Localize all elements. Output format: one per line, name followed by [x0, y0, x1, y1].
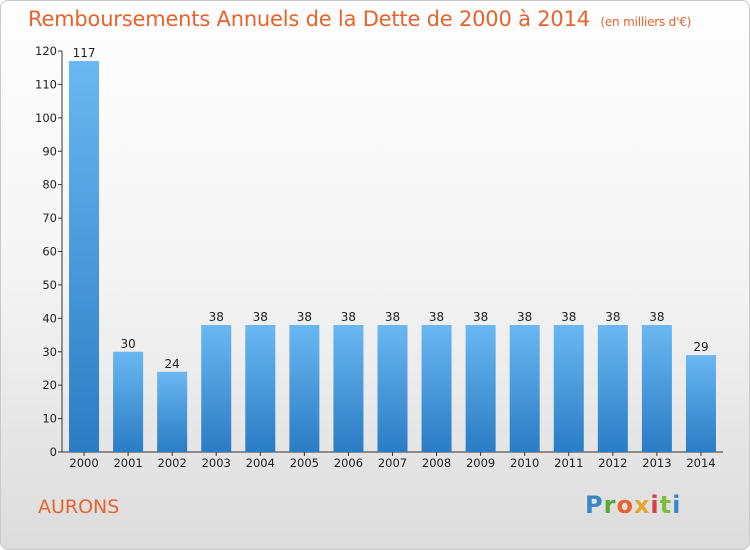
bar-value-label: 38	[561, 310, 576, 324]
bar-value-label: 38	[649, 310, 664, 324]
y-tick-label: 30	[42, 345, 57, 359]
bar-value-label: 24	[165, 357, 180, 371]
x-tick-label: 2007	[378, 456, 407, 470]
x-tick-label: 2002	[158, 456, 187, 470]
y-tick-label: 10	[42, 412, 57, 426]
y-tick-label: 60	[42, 245, 57, 259]
bar	[245, 325, 276, 452]
bar	[597, 325, 628, 452]
bar-value-label: 38	[429, 310, 444, 324]
x-tick-label: 2001	[113, 456, 142, 470]
chart-title-text: Remboursements Annuels de la Dette de 20…	[28, 7, 590, 31]
y-tick-label: 0	[50, 445, 57, 459]
proxiti-logo: Proxiti	[585, 491, 681, 519]
bar	[157, 371, 188, 452]
x-tick-label: 2011	[554, 456, 583, 470]
bar	[685, 355, 716, 452]
bar	[69, 61, 100, 453]
x-tick-label: 2008	[422, 456, 451, 470]
y-tick-label: 40	[42, 311, 57, 325]
bar-value-label: 117	[73, 46, 96, 60]
bar	[641, 325, 672, 452]
bar	[201, 325, 232, 452]
x-tick-label: 2003	[202, 456, 231, 470]
x-tick-label: 2006	[334, 456, 363, 470]
commune-name: AURONS	[38, 496, 120, 518]
logo-letter: P	[585, 491, 604, 519]
bar	[465, 325, 496, 452]
bar-value-label: 38	[473, 310, 488, 324]
bar	[113, 351, 144, 452]
bar	[289, 325, 320, 452]
logo-letter: t	[659, 491, 673, 519]
logo-letter: i	[672, 491, 682, 519]
bar-value-label: 38	[253, 310, 268, 324]
logo-letter: x	[633, 491, 651, 519]
x-tick-label: 2000	[69, 456, 98, 470]
x-tick-label: 2009	[466, 456, 495, 470]
bar	[509, 325, 540, 452]
bar-value-label: 29	[693, 340, 708, 354]
bar-value-label: 38	[385, 310, 400, 324]
bar-value-label: 30	[120, 337, 135, 351]
x-tick-label: 2010	[510, 456, 539, 470]
x-tick-label: 2014	[686, 456, 715, 470]
x-tick-label: 2013	[642, 456, 671, 470]
y-tick-label: 100	[35, 111, 57, 125]
logo-letter: i	[650, 491, 660, 519]
x-tick-label: 2005	[290, 456, 319, 470]
y-tick-label: 80	[42, 178, 57, 192]
y-tick-label: 110	[35, 77, 57, 91]
bar	[553, 325, 584, 452]
bar-value-label: 38	[341, 310, 356, 324]
y-tick-label: 70	[42, 211, 57, 225]
chart-title: Remboursements Annuels de la Dette de 20…	[28, 7, 691, 31]
x-tick-label: 2004	[246, 456, 275, 470]
bar	[421, 325, 452, 452]
y-tick-label: 90	[42, 144, 57, 158]
bar	[377, 325, 408, 452]
bar-value-label: 38	[605, 310, 620, 324]
x-tick-label: 2012	[598, 456, 627, 470]
bar-value-label: 38	[297, 310, 312, 324]
bar-value-label: 38	[517, 310, 532, 324]
bar	[333, 325, 364, 452]
bar-value-label: 38	[209, 310, 224, 324]
y-tick-label: 20	[42, 378, 57, 392]
y-tick-label: 50	[42, 278, 57, 292]
chart-subtitle: (en milliers d'€)	[600, 15, 692, 29]
logo-letter: o	[616, 491, 634, 519]
y-tick-label: 120	[35, 44, 57, 58]
logo-letter: r	[603, 491, 617, 519]
